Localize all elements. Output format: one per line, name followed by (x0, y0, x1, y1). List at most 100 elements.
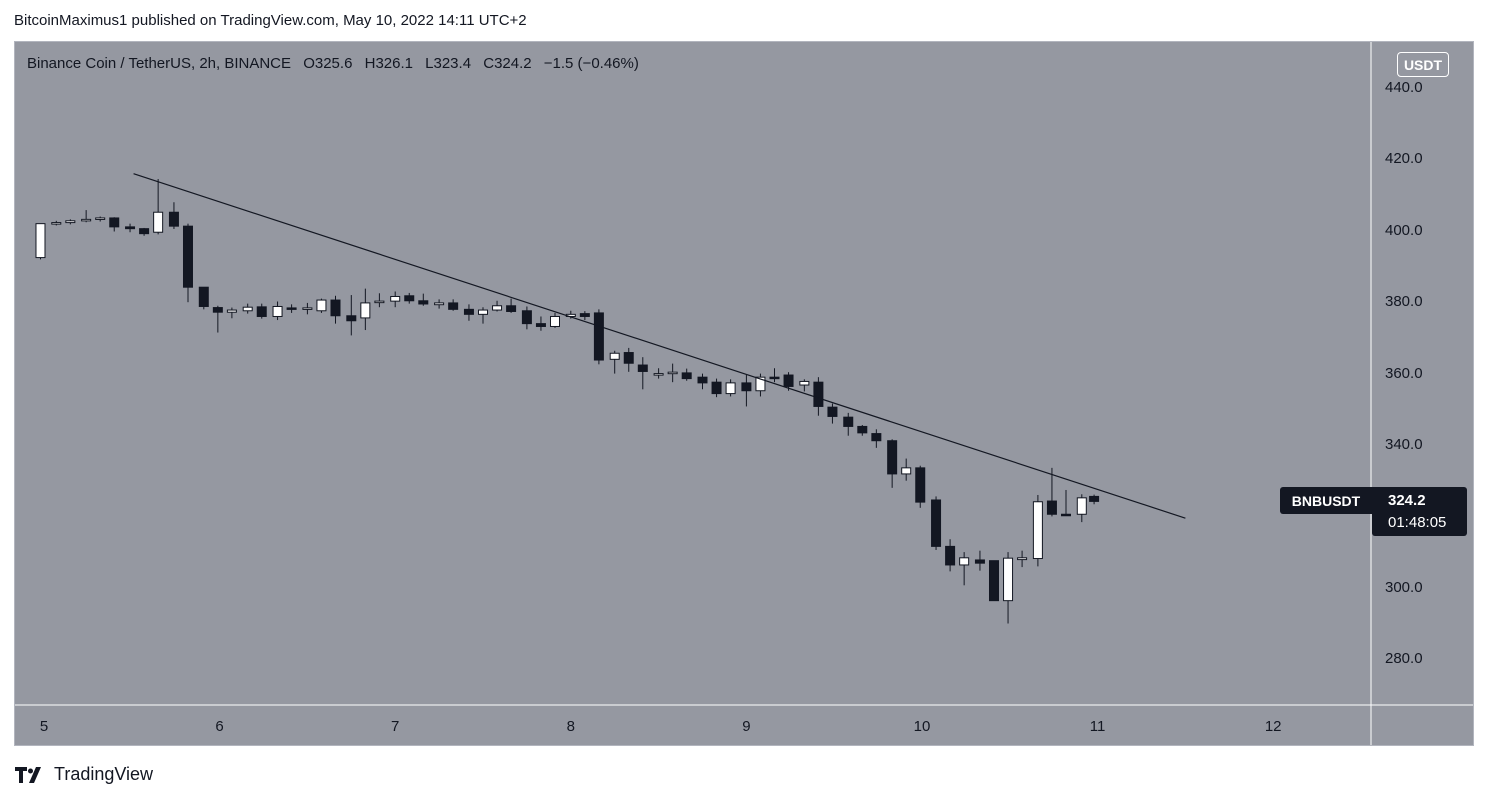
price-tick-label: 340.0 (1385, 436, 1423, 453)
candle-body (711, 381, 722, 395)
candle-body (418, 300, 429, 305)
candle-up (1076, 494, 1087, 523)
candle-body (637, 364, 648, 372)
candle-body (843, 416, 854, 427)
price-tick-label: 280.0 (1385, 650, 1423, 668)
legend-close-label: C (483, 55, 495, 72)
candle-body (95, 217, 106, 220)
candle-body (330, 299, 341, 317)
candle-down (1089, 494, 1100, 505)
candle-down (346, 295, 357, 336)
candle-body (1032, 501, 1043, 560)
candle-body (915, 467, 926, 503)
candle-up (242, 303, 253, 314)
legend-open-value: 325.6 (314, 55, 353, 72)
candle-down (256, 303, 267, 319)
candle-up (316, 298, 327, 313)
candle-up (799, 379, 810, 392)
candle-body (65, 220, 76, 224)
candle-body (1060, 513, 1071, 517)
chart-area[interactable] (14, 41, 1474, 746)
candle-down (871, 429, 882, 448)
candle-body (931, 499, 942, 547)
price-tick-label: 420.0 (1385, 150, 1423, 168)
candle-body (316, 299, 327, 312)
candle-down (931, 496, 942, 550)
candle-body (623, 352, 634, 364)
candle-body (434, 302, 445, 306)
candle-down (463, 304, 474, 321)
candle-body (521, 310, 532, 325)
candle-down (579, 311, 590, 321)
legend-low-label: L (425, 55, 434, 72)
candle-body (302, 307, 313, 310)
candle-body (871, 433, 882, 442)
candle-body (256, 306, 267, 317)
tradingview-logo[interactable]: TradingView (14, 764, 153, 785)
symbol-tag: BNBUSDT (1280, 487, 1372, 514)
candle-down (681, 368, 692, 381)
time-tick-label: 12 (1264, 718, 1282, 735)
legend-high-value: 326.1 (375, 55, 413, 72)
candle-body (755, 376, 766, 392)
candle-body (667, 371, 678, 375)
candle-body (448, 302, 459, 310)
candle-down (637, 357, 648, 390)
candle-body (226, 309, 237, 313)
candle-down (974, 550, 985, 571)
price-tick-label: 380.0 (1385, 293, 1423, 311)
candle-down (139, 227, 150, 236)
candle-up (302, 302, 313, 315)
candle-body (593, 312, 604, 361)
candle-body (139, 228, 150, 235)
currency-badge[interactable]: USDT (1397, 52, 1449, 77)
candle-up (360, 288, 371, 331)
candle-up (1003, 552, 1014, 624)
tradingview-logo-icon (15, 766, 41, 783)
publisher-line: BitcoinMaximus1 published on TradingView… (14, 12, 527, 29)
candle-up (725, 379, 736, 397)
candle-down (988, 560, 999, 602)
candle-up (667, 363, 678, 383)
candle-down (109, 217, 120, 232)
candle-body (653, 373, 664, 376)
candle-up (65, 219, 76, 225)
time-tick-label: 6 (215, 718, 224, 735)
last-price-tag: 324.2 01:48:05 (1372, 487, 1467, 536)
candle-up (1032, 494, 1043, 567)
candle-body (725, 382, 736, 395)
candle-body (1076, 497, 1087, 515)
candle-body (272, 305, 283, 317)
candle-body (1046, 500, 1057, 515)
candle-up (755, 373, 766, 397)
candle-body (35, 223, 46, 259)
candle-up (653, 368, 664, 379)
candle-up (434, 299, 445, 309)
candle-down (887, 439, 898, 488)
candle-up (153, 179, 164, 235)
candle-body (857, 425, 868, 434)
candle-body (109, 217, 120, 228)
candle-up (374, 293, 385, 308)
time-tick-label: 9 (742, 718, 751, 735)
time-tick-label: 8 (566, 718, 575, 735)
candle-down (330, 295, 341, 324)
candle-up (609, 350, 620, 374)
time-tick-label: 11 (1089, 718, 1106, 735)
candle-down (125, 223, 136, 233)
price-chart[interactable] (15, 42, 1473, 745)
candle-body (242, 306, 253, 312)
candle-down (915, 465, 926, 508)
legend-low-value: 323.4 (433, 55, 472, 72)
candle-body (769, 376, 780, 380)
time-tick-label: 7 (391, 718, 400, 735)
candle-body (783, 374, 794, 387)
candle-up (959, 552, 970, 586)
candle-body (681, 372, 692, 380)
candle-body (988, 560, 999, 602)
price-tick-label: 440.0 (1385, 79, 1423, 96)
candle-body (81, 218, 92, 222)
legend-symbol[interactable]: Binance Coin / TetherUS, 2h, BINANCE (27, 55, 292, 72)
candle-down (182, 223, 193, 303)
candle-body (813, 381, 824, 407)
